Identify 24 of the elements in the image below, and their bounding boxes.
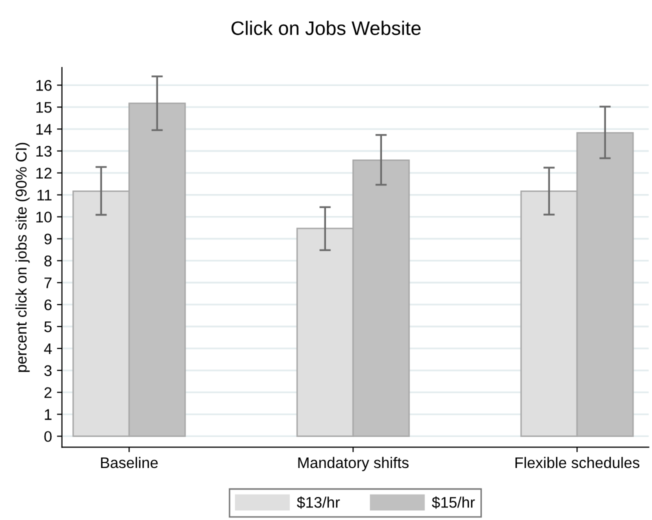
y-tick-label: 14: [36, 124, 52, 135]
chart-title: Click on Jobs Website: [232, 20, 421, 36]
y-tick-label: 13: [36, 146, 52, 157]
x-tick-label: Mandatory shifts: [298, 456, 409, 472]
y-tick-label: 8: [44, 256, 52, 266]
y-tick-label: 16: [36, 80, 52, 91]
y-tick-label: 0: [44, 431, 52, 442]
x-tick-label: Baseline: [101, 456, 158, 468]
x-tick-label: Flexible schedules: [515, 456, 640, 468]
y-tick-label: 4: [44, 343, 52, 354]
y-tick-label: 10: [36, 212, 52, 222]
legend-label: $13/hr: [296, 496, 340, 509]
y-tick-label: 3: [44, 365, 52, 376]
y-tick-label: 6: [44, 299, 52, 310]
y-tick-label: 12: [36, 168, 52, 178]
y-tick-label: 7: [44, 278, 52, 288]
y-tick-label: 11: [38, 190, 52, 200]
y-tick-label: 15: [36, 102, 52, 113]
legend-label: $15/hr: [432, 496, 475, 509]
y-tick-label: 5: [44, 322, 52, 332]
y-axis-title: percent click on jobs site (90% CI): [15, 142, 30, 372]
y-tick-label: 2: [44, 387, 52, 398]
y-tick-label: 1: [44, 409, 52, 420]
y-tick-label: 9: [44, 234, 52, 244]
